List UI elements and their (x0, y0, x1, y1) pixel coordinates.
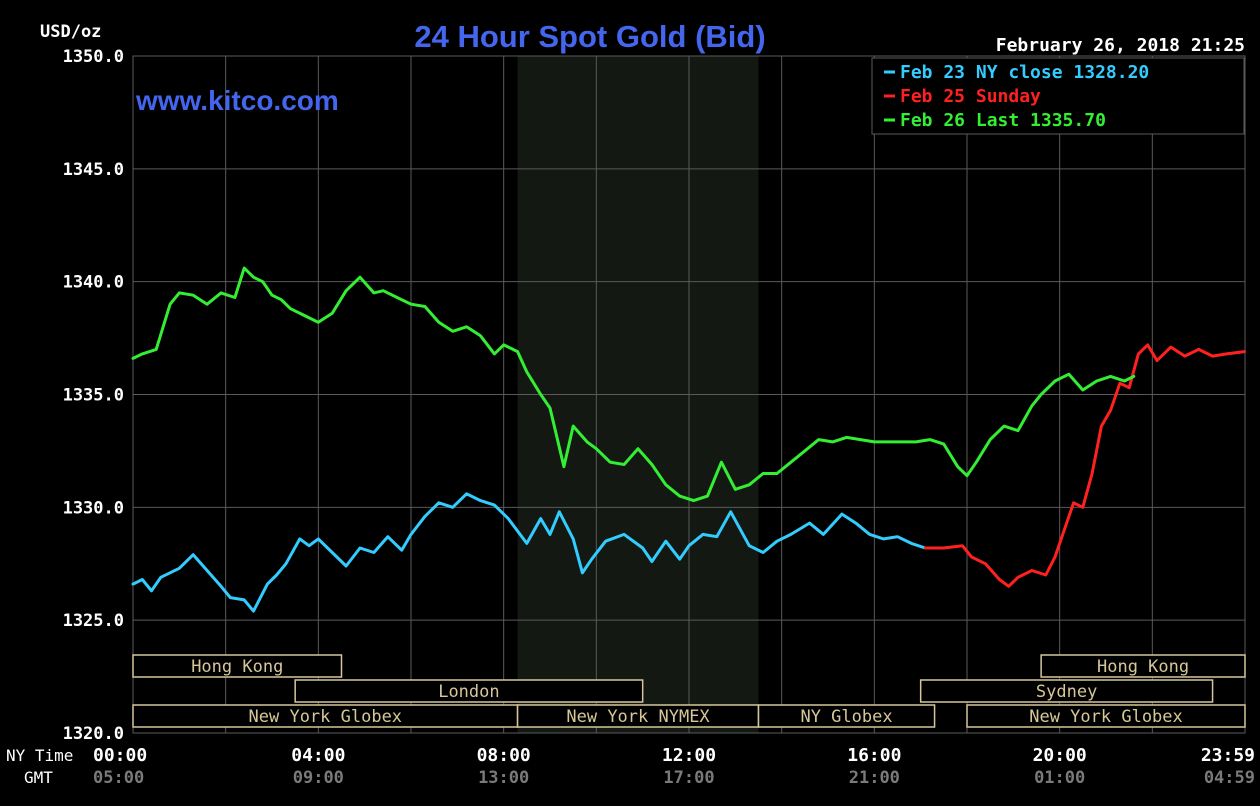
x-tick-label-gmt: 04:59 (1204, 768, 1255, 788)
market-label: New York Globex (1029, 707, 1183, 727)
x-tick-label: 20:00 (1033, 745, 1087, 766)
market-box (132, 654, 343, 678)
x-tick-label-gmt: 01:00 (1034, 768, 1085, 788)
market-box (757, 704, 936, 728)
x-tick-label: 00:00 (93, 745, 147, 766)
x-tick-label-gmt: 13:00 (478, 768, 529, 788)
market-session-london: London (294, 679, 644, 703)
market-session-hong-kong: Hong Kong (1040, 654, 1246, 678)
market-box (919, 679, 1214, 703)
market-label: Hong Kong (1097, 657, 1189, 677)
x-tick-label: 04:00 (291, 745, 345, 766)
x-tick-label-gmt: 05:00 (93, 768, 144, 788)
y-tick-label: 1340.0 (63, 273, 124, 293)
y-tick-label: 1335.0 (63, 386, 124, 406)
gmt-caption: GMT (24, 768, 53, 787)
market-box (1040, 654, 1246, 678)
market-box (294, 679, 644, 703)
market-box (966, 704, 1246, 728)
x-tick-label-gmt: 21:00 (849, 768, 900, 788)
market-label: London (438, 682, 499, 702)
market-session-new-york-globex: New York Globex (132, 704, 519, 728)
y-tick-label: 1345.0 (63, 160, 124, 180)
market-label: NY Globex (800, 707, 892, 727)
x-tick-label: 08:00 (477, 745, 531, 766)
x-tick-label: 16:00 (847, 745, 901, 766)
watermark: www.kitco.com (135, 85, 339, 116)
series-line-feb-26-last-1335-70 (131, 266, 1136, 503)
x-tick-label-gmt: 09:00 (293, 768, 344, 788)
x-tick-label: 12:00 (662, 745, 716, 766)
x-tick-label: 23:59 (1201, 745, 1255, 766)
y-tick-label: 1350.0 (63, 47, 124, 67)
market-session-hong-kong: Hong Kong (132, 654, 343, 678)
market-session-ny-globex: NY Globex (757, 704, 936, 728)
y-tick-label: 1325.0 (63, 611, 124, 631)
market-label: New York Globex (249, 707, 403, 727)
series-line-feb-25-sunday (923, 343, 1246, 588)
x-tick-label-gmt: 17:00 (663, 768, 714, 788)
y-tick-label: 1330.0 (63, 498, 124, 518)
y-axis-unit: USD/oz (40, 22, 101, 42)
market-label: Sydney (1036, 682, 1097, 702)
legend-box (871, 57, 1245, 135)
ny-time-caption: NY Time (6, 746, 73, 765)
plot-frame (132, 55, 1246, 734)
market-session-sydney: Sydney (919, 679, 1214, 703)
chart-timestamp: February 26, 2018 21:25 (996, 35, 1245, 56)
market-label: New York NYMEX (566, 707, 710, 727)
market-label: Hong Kong (191, 657, 283, 677)
market-session-new-york-nymex: New York NYMEX (516, 704, 760, 728)
legend-item-sunday: Feb 25 Sunday (900, 86, 1041, 107)
legend-item-last: Feb 26 Last 1335.70 (900, 110, 1106, 131)
legend-item-ny-close: Feb 23 NY close 1328.20 (900, 62, 1149, 83)
series-line-feb-23-ny-close-1328-20 (131, 492, 927, 613)
y-tick-label: 1320.0 (63, 724, 124, 744)
chart-title: 24 Hour Spot Gold (Bid) (414, 19, 765, 54)
legend: Feb 23 NY close 1328.20 Feb 25 Sunday Fe… (871, 57, 1245, 135)
market-session-new-york-globex: New York Globex (966, 704, 1246, 728)
